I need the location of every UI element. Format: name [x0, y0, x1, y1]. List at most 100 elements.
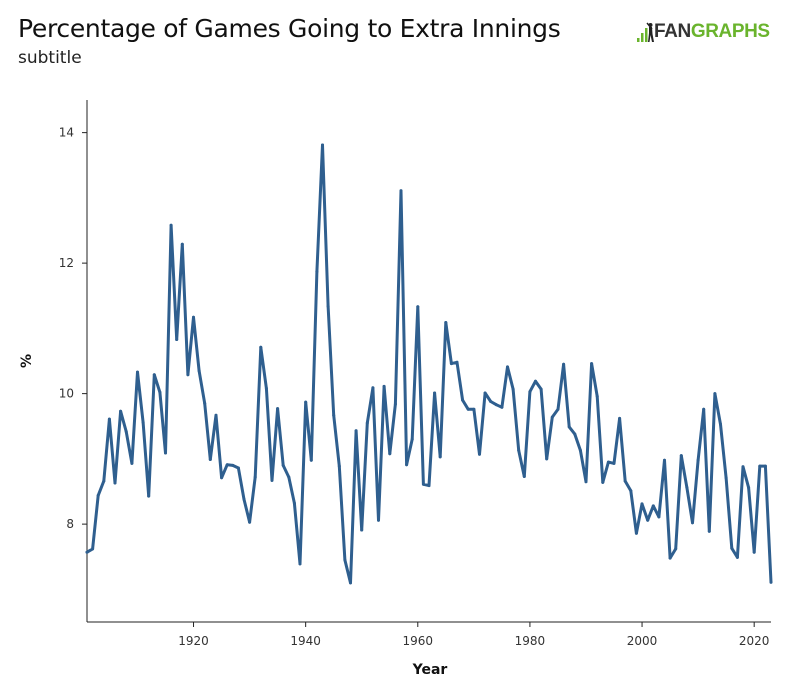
- data-point: [590, 362, 594, 366]
- data-point: [606, 460, 610, 464]
- data-point: [158, 390, 162, 394]
- data-point: [741, 465, 745, 469]
- data-point: [130, 461, 134, 465]
- data-point: [197, 369, 201, 373]
- data-point: [679, 454, 683, 458]
- data-point: [304, 400, 308, 404]
- data-point: [433, 391, 437, 395]
- data-point: [192, 315, 195, 319]
- data-point: [360, 528, 364, 532]
- data-point: [517, 448, 521, 452]
- data-point: [735, 555, 739, 559]
- data-point: [472, 407, 476, 411]
- data-point: [410, 437, 414, 441]
- data-point: [612, 461, 616, 465]
- data-point: [601, 480, 605, 484]
- data-point: [264, 386, 268, 390]
- data-point: [371, 386, 375, 390]
- data-point: [730, 546, 734, 550]
- data-point: [461, 398, 465, 402]
- data-point: [421, 482, 425, 486]
- fangraphs-logo: FANGRAPHS: [636, 20, 782, 46]
- data-point: [225, 463, 229, 467]
- y-axis-ticks: 8 10 12 14: [59, 126, 87, 531]
- data-point: [405, 463, 409, 467]
- data-point: [522, 475, 526, 478]
- data-point: [674, 547, 678, 551]
- data-point: [573, 432, 577, 436]
- data-point: [91, 547, 95, 551]
- data-point: [281, 463, 285, 467]
- data-point: [455, 360, 459, 364]
- data-point: [287, 475, 291, 479]
- logo-graphs-text: GRAPHS: [690, 21, 770, 42]
- data-point: [556, 407, 560, 411]
- data-point: [550, 415, 554, 419]
- data-point: [298, 562, 302, 566]
- data-point: [152, 373, 156, 377]
- data-point: [393, 402, 397, 406]
- logo-fan-text: FAN: [654, 21, 691, 42]
- data-point: [511, 387, 515, 391]
- series-points: [85, 143, 773, 585]
- data-point: [640, 502, 644, 506]
- x-tick-label: 1960: [403, 634, 434, 648]
- x-axis-ticks: 1920 1940 1960 1980 2000 2020: [178, 622, 769, 648]
- data-point: [466, 407, 470, 411]
- data-point: [657, 515, 661, 519]
- data-point: [186, 373, 190, 377]
- data-point: [702, 407, 706, 411]
- data-point: [365, 421, 369, 425]
- data-point: [539, 387, 543, 391]
- data-point: [567, 425, 571, 429]
- data-point: [646, 518, 650, 522]
- data-point: [382, 384, 386, 388]
- logo-wordmark: FANGRAPHS: [654, 21, 770, 43]
- data-point: [449, 362, 453, 366]
- data-point: [354, 429, 358, 433]
- data-point: [180, 242, 184, 246]
- data-point: [713, 392, 717, 396]
- data-point: [489, 400, 493, 403]
- x-tick-label: 1920: [178, 634, 209, 648]
- series-line: [85, 143, 773, 585]
- data-point: [584, 480, 588, 484]
- data-point: [203, 401, 207, 405]
- data-point: [96, 493, 100, 497]
- data-point: [248, 520, 252, 524]
- data-point: [119, 409, 123, 413]
- data-point: [102, 479, 106, 483]
- data-point: [169, 223, 173, 227]
- data-point: [136, 370, 139, 374]
- data-point: [752, 550, 756, 554]
- y-tick-label: 8: [66, 517, 74, 531]
- data-point: [483, 391, 487, 395]
- x-tick-label: 1940: [290, 634, 321, 648]
- data-point: [769, 580, 773, 584]
- data-point: [220, 476, 224, 480]
- data-point: [242, 497, 246, 501]
- y-tick-label: 10: [59, 387, 74, 401]
- data-point: [629, 489, 633, 493]
- data-point: [724, 476, 728, 480]
- data-point: [164, 451, 167, 455]
- data-point: [208, 458, 212, 461]
- data-point: [416, 305, 420, 309]
- data-point: [534, 379, 537, 383]
- data-point: [270, 478, 274, 482]
- data-point: [124, 430, 128, 433]
- data-point: [343, 558, 347, 562]
- data-point: [321, 143, 324, 147]
- data-point: [253, 475, 257, 479]
- data-point: [147, 494, 151, 498]
- data-point: [276, 407, 280, 411]
- data-point: [719, 422, 722, 426]
- data-point: [427, 484, 431, 488]
- data-point: [175, 338, 179, 341]
- data-point: [438, 455, 442, 459]
- data-point: [618, 416, 622, 420]
- data-point: [107, 417, 111, 421]
- y-tick-label: 14: [59, 126, 74, 140]
- data-point: [668, 556, 672, 560]
